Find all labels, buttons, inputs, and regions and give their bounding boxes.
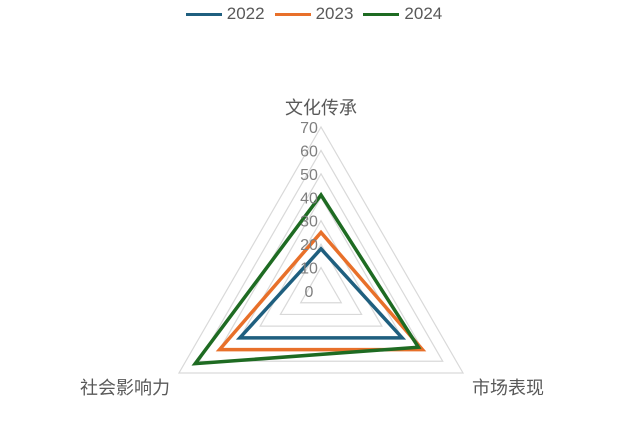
legend-item: 2023 xyxy=(274,4,354,24)
grid-ring xyxy=(279,242,363,316)
legend-swatch xyxy=(363,12,400,16)
tick-label: 30 xyxy=(300,214,318,231)
legend-label: 2022 xyxy=(226,4,265,23)
grid-ring xyxy=(177,125,465,374)
tick-label: 50 xyxy=(300,167,318,184)
tick-label: 40 xyxy=(300,190,318,207)
axis-label: 文化传承 xyxy=(285,98,357,119)
legend-label: 2024 xyxy=(404,4,443,23)
tick-label: 10 xyxy=(300,261,318,278)
grid-ring xyxy=(259,219,383,327)
legend-swatch xyxy=(185,12,222,16)
tick-label: 20 xyxy=(300,237,318,254)
grid-ring xyxy=(299,266,343,304)
tick-label: 70 xyxy=(300,120,318,137)
legend-item: 2022 xyxy=(185,4,265,24)
legend-item: 2024 xyxy=(363,4,442,24)
series-2023 xyxy=(215,229,427,352)
legend: 2022 2023 2024 xyxy=(0,4,628,24)
series-2022 xyxy=(235,246,407,340)
axis-label: 市场表现 xyxy=(472,378,544,399)
tick-label: 0 xyxy=(305,284,314,301)
legend-swatch xyxy=(274,12,311,16)
axis-label: 社会影响力 xyxy=(80,378,170,399)
series-2024 xyxy=(191,191,422,366)
legend-label: 2023 xyxy=(315,4,354,23)
grid-ring xyxy=(218,172,424,351)
grid-ring xyxy=(198,149,444,362)
tick-label: 60 xyxy=(300,143,318,160)
